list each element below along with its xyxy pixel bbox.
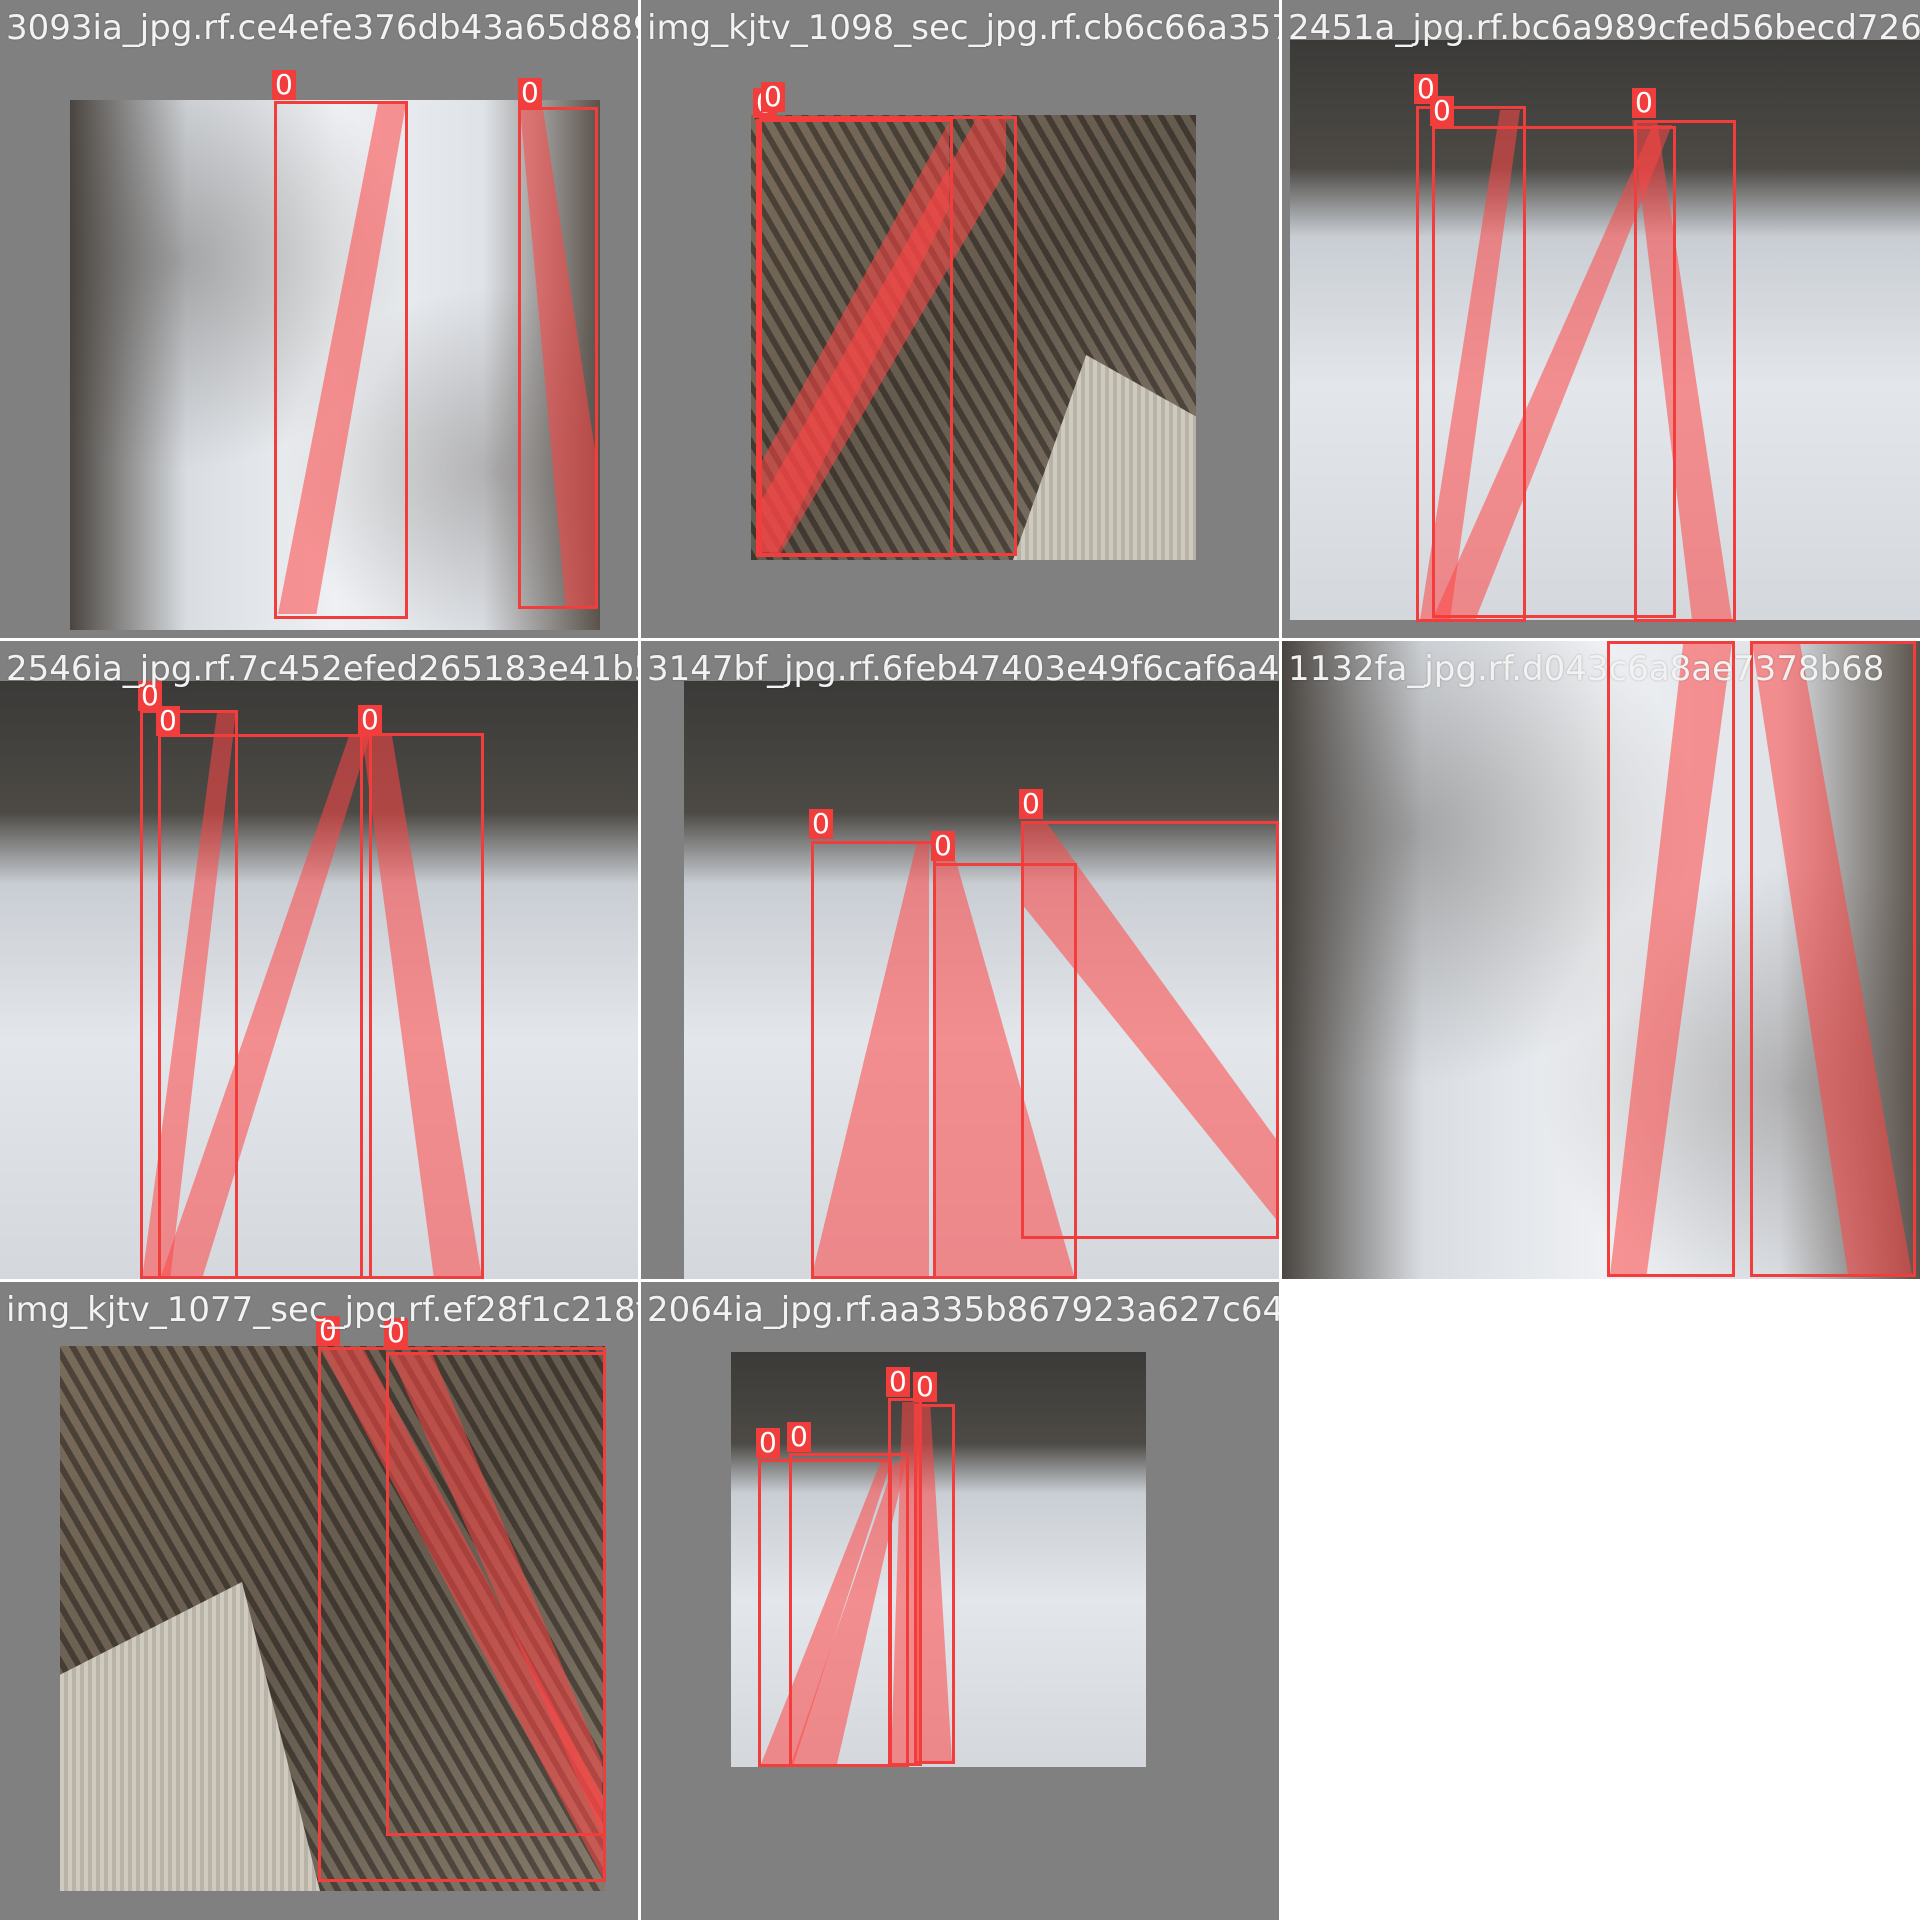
tile-3: 0 0 0 2451a_jpg.rf.bc6a989cfed56becd726 bbox=[1282, 0, 1920, 638]
class-label: 0 bbox=[272, 70, 296, 100]
detection-box bbox=[1634, 120, 1736, 622]
detection-box bbox=[158, 734, 372, 1279]
class-label: 0 bbox=[384, 1318, 408, 1348]
detection-box bbox=[1432, 126, 1676, 618]
tile-filename: 3093ia_jpg.rf.ce4efe376db43a65d889cd1361… bbox=[6, 8, 638, 48]
detection-box bbox=[386, 1352, 606, 1836]
class-label: 0 bbox=[1430, 96, 1454, 126]
detection-box bbox=[1416, 106, 1526, 622]
class-label: 0 bbox=[138, 681, 162, 711]
detection-box bbox=[1750, 641, 1916, 1277]
detection-box bbox=[274, 101, 408, 619]
tile-3-photo bbox=[1290, 40, 1920, 620]
class-label: 0 bbox=[809, 809, 833, 839]
class-label: 0 bbox=[756, 1428, 780, 1458]
class-label: 0 bbox=[913, 1372, 937, 1402]
tile-6: 0 0 1132fa_jpg.rf.d043c6a8ae7378b68 bbox=[1282, 641, 1920, 1279]
class-label: 0 bbox=[886, 1367, 910, 1397]
class-label: 0 bbox=[787, 1422, 811, 1452]
class-label: 0 bbox=[1019, 789, 1043, 819]
detection-box bbox=[933, 863, 1077, 1279]
class-label: 0 bbox=[931, 831, 955, 861]
tile-1: 0 0 3093ia_jpg.rf.ce4efe376db43a65d889cd… bbox=[0, 0, 638, 638]
class-label: 0 bbox=[1632, 88, 1656, 118]
detection-box bbox=[789, 1453, 909, 1767]
detection-box bbox=[1607, 641, 1735, 1277]
detection-box bbox=[811, 841, 936, 1279]
tile-4-photo bbox=[0, 681, 638, 1279]
tile-filename: 2546ia_jpg.rf.7c452efed265183e41b563113f bbox=[6, 649, 638, 689]
tile-7: 0 0 img_kjtv_1077_sec_jpg.rf.ef28f1c218f… bbox=[0, 1282, 638, 1920]
tile-filename: 2451a_jpg.rf.bc6a989cfed56becd726 bbox=[1288, 8, 1920, 48]
class-label: 0 bbox=[316, 1316, 340, 1346]
tile-8: 0 0 0 0 2064ia_jpg.rf.aa335b867923a627c6… bbox=[641, 1282, 1279, 1920]
class-label: 0 bbox=[156, 706, 180, 736]
tile-filename: 1132fa_jpg.rf.d043c6a8ae7378b68 bbox=[1288, 649, 1885, 689]
class-label: 0 bbox=[358, 705, 382, 735]
detection-box bbox=[914, 1404, 955, 1764]
empty-cell bbox=[1282, 1282, 1920, 1920]
detection-box bbox=[888, 1398, 922, 1766]
tile-4: 0 0 0 2546ia_jpg.rf.7c452efed265183e41b5… bbox=[0, 641, 638, 1279]
class-label: 0 bbox=[761, 82, 785, 112]
tile-2: 0 0 img_kjtv_1098_sec_jpg.rf.cb6c66a3572… bbox=[641, 0, 1279, 638]
tile-5: 0 0 0 3147bf_jpg.rf.6feb47403e49f6caf6a4… bbox=[641, 641, 1279, 1279]
detection-box bbox=[360, 733, 484, 1279]
tile-filename: img_kjtv_1098_sec_jpg.rf.cb6c66a3572f572… bbox=[647, 8, 1279, 48]
tile-filename: img_kjtv_1077_sec_jpg.rf.ef28f1c218f2097 bbox=[6, 1290, 638, 1330]
detection-box bbox=[759, 116, 1017, 556]
class-label: 0 bbox=[518, 78, 542, 108]
detection-box bbox=[1021, 821, 1279, 1239]
tile-filename: 2064ia_jpg.rf.aa335b867923a627c640fc8ce0 bbox=[647, 1290, 1279, 1330]
tile-filename: 3147bf_jpg.rf.6feb47403e49f6caf6a44a1d2f… bbox=[647, 649, 1279, 689]
detection-box bbox=[518, 107, 598, 609]
